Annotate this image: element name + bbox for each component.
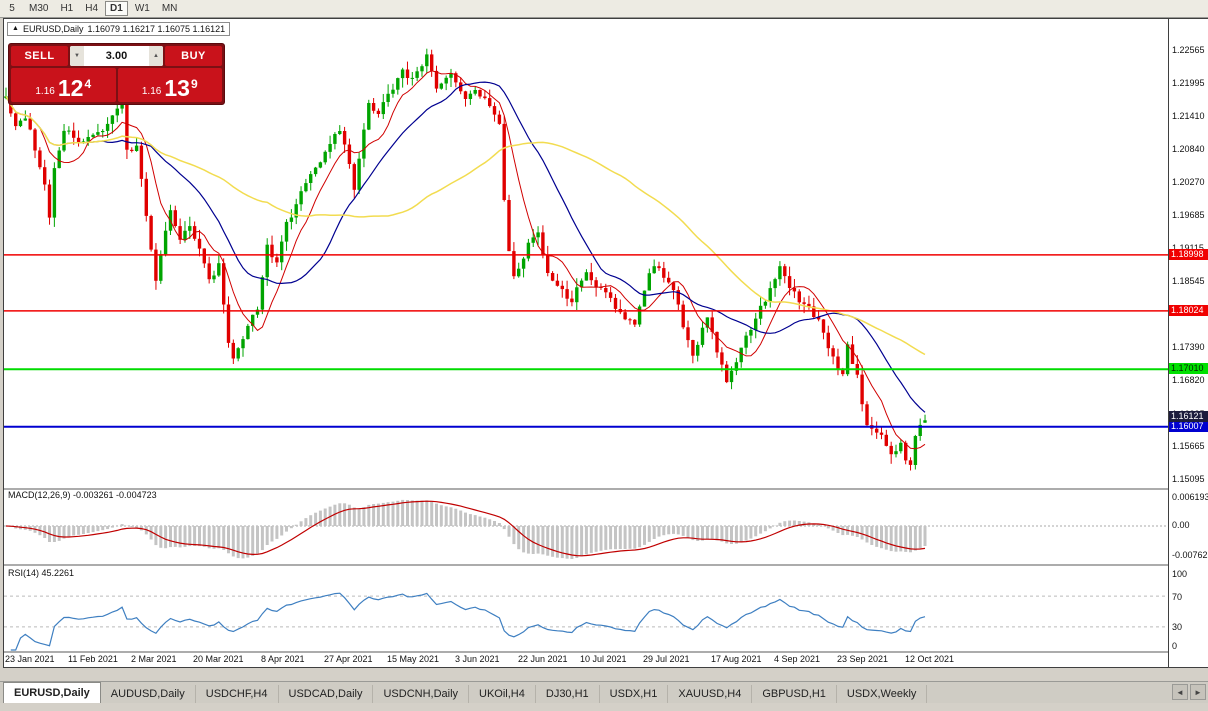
price-tick-label: 1.15665 [1172, 441, 1205, 451]
date-tick-label: 17 Aug 2021 [711, 654, 762, 664]
chart-tab-USDX-Weekly[interactable]: USDX,Weekly [837, 685, 928, 703]
price-tick-label: 1.19115 [1172, 243, 1204, 253]
chart-title-ohlc: 1.16079 1.16217 1.16075 1.16121 [87, 24, 226, 34]
buy-button[interactable]: BUY [165, 46, 222, 66]
moving-average-55 [5, 95, 926, 356]
price-line-tag: 1.17010 [1169, 363, 1208, 374]
time-axis-separator [4, 651, 1208, 653]
sell-button[interactable]: SELL [11, 46, 68, 66]
rsi-panel-separator[interactable] [4, 564, 1208, 566]
one-click-trading-panel: SELL ▼ 3.00 ▲ BUY 1.16 12 4 1.16 13 9 [8, 43, 225, 105]
date-tick-label: 3 Jun 2021 [455, 654, 500, 664]
chart-tab-DJ30-H1[interactable]: DJ30,H1 [536, 685, 600, 703]
macd-indicator [4, 499, 1168, 559]
chart-tab-UKOil-H4[interactable]: UKOil,H4 [469, 685, 536, 703]
buy-price-big: 13 [164, 75, 190, 101]
chart-tab-USDCNH-Daily[interactable]: USDCNH,Daily [373, 685, 470, 703]
date-tick-label: 8 Apr 2021 [261, 654, 305, 664]
volume-value[interactable]: 3.00 [105, 50, 128, 62]
tabs-scroll-right-icon[interactable]: ► [1190, 684, 1206, 700]
rsi-indicator-label: RSI(14) 45.2261 [8, 568, 75, 578]
chart-background [4, 19, 1168, 667]
date-tick-label: 12 Oct 2021 [905, 654, 955, 664]
price-tick-label: 1.20840 [1172, 144, 1205, 154]
trade-panel-price-row: 1.16 12 4 1.16 13 9 [11, 68, 222, 102]
timeframe-toolbar: 5 M30 H1 H4 D1 W1 MN [0, 0, 1208, 18]
date-tick-label: 11 Feb 2021 [68, 654, 118, 664]
price-tick-label: 1.16820 [1172, 375, 1205, 385]
current-price-tag: 1.16121 [1169, 411, 1208, 422]
price-axis[interactable]: 1.22565 1.21995 1.21410 1.20840 1.20270 1.196… [1168, 19, 1208, 667]
price-line-tag: 1.18024 [1169, 305, 1208, 316]
chart-tab-USDCHF-H4[interactable]: USDCHF,H4 [196, 685, 279, 703]
date-tick-label: 29 Jul 2021 [643, 654, 690, 664]
price-tick-label: 1.22565 [1172, 45, 1205, 55]
timeframe-button-W1[interactable]: W1 [130, 1, 155, 16]
chart-tabs-bar: EURUSD,Daily AUDUSD,Daily USDCHF,H4 USDCAD,… [0, 681, 1208, 703]
chart-tab-USDCAD-Daily[interactable]: USDCAD,Daily [279, 685, 374, 703]
sell-price-prefix: 1.16 [35, 86, 55, 97]
trade-panel-top-row: SELL ▼ 3.00 ▲ BUY [11, 46, 222, 66]
buy-price-prefix: 1.16 [141, 86, 162, 97]
timeframe-button-H1[interactable]: H1 [55, 1, 78, 16]
tab-scroll-controls: ◄ ► [1172, 684, 1206, 700]
price-tick-label: 1.18545 [1172, 276, 1205, 286]
chart-plot-area[interactable] [4, 19, 1168, 668]
rsi-indicator [4, 592, 1168, 651]
rsi-axis-label: 0 [1172, 641, 1178, 651]
macd-axis-label: 0.00 [1172, 520, 1190, 530]
date-tick-label: 4 Sep 2021 [774, 654, 821, 664]
price-tick-label: 1.21410 [1172, 111, 1205, 121]
status-bar [0, 703, 1208, 711]
volume-increase-icon[interactable]: ▲ [149, 46, 163, 66]
chart-title: ▲ EURUSD,Daily 1.16079 1.16217 1.16075 1… [7, 22, 231, 36]
rsi-axis-label: 70 [1172, 592, 1183, 602]
rsi-axis-label: 30 [1172, 622, 1183, 632]
date-tick-label: 23 Jan 2021 [5, 654, 55, 664]
rsi-axis-label: 100 [1172, 569, 1188, 579]
price-tick-label: 1.19685 [1172, 210, 1205, 220]
timeframe-button-H4[interactable]: H4 [80, 1, 103, 16]
price-line-tag: 1.18998 [1169, 249, 1208, 260]
timeframe-button-M30[interactable]: M30 [24, 1, 53, 16]
tabs-scroll-left-icon[interactable]: ◄ [1172, 684, 1188, 700]
price-tick-label: 1.15095 [1172, 474, 1205, 484]
buy-price-sup: 9 [190, 77, 198, 91]
date-tick-label: 10 Jul 2021 [580, 654, 627, 664]
date-tick-label: 20 Mar 2021 [193, 654, 244, 664]
macd-indicator-label: MACD(12,26,9) -0.003261 -0.004723 [8, 490, 157, 500]
candlestick-series[interactable] [4, 48, 927, 471]
timeframe-button-5[interactable]: 5 [2, 1, 22, 16]
date-tick-label: 15 May 2021 [387, 654, 440, 664]
timeframe-button-MN[interactable]: MN [157, 1, 183, 16]
chart-tab-XAUUSD-H4[interactable]: XAUUSD,H4 [668, 685, 753, 703]
macd-panel-separator[interactable] [4, 488, 1208, 490]
expander-icon[interactable]: ▲ [12, 25, 19, 32]
moving-average-21 [5, 81, 926, 413]
price-tick-label: 1.17390 [1172, 342, 1205, 352]
sell-price-sup: 4 [84, 77, 92, 91]
macd-axis-label: 0.006193 [1172, 492, 1208, 502]
buy-price-display[interactable]: 1.16 13 9 [117, 68, 222, 102]
moving-average-8 [5, 70, 926, 450]
price-tick-label: 1.21995 [1172, 78, 1205, 88]
chart-tab-GBPUSD-H1[interactable]: GBPUSD,H1 [752, 685, 837, 703]
price-tick-label: 1.20270 [1172, 177, 1205, 187]
date-tick-label: 22 Jun 2021 [518, 654, 568, 664]
date-tick-label: 23 Sep 2021 [837, 654, 889, 664]
date-tick-label: 27 Apr 2021 [324, 654, 373, 664]
chart-title-symbol: EURUSD,Daily [22, 24, 84, 34]
chart-tab-USDX-H1[interactable]: USDX,H1 [600, 685, 669, 703]
chart-tab-AUDUSD-Daily[interactable]: AUDUSD,Daily [101, 685, 196, 703]
volume-decrease-icon[interactable]: ▼ [70, 46, 84, 66]
volume-stepper: ▼ 3.00 ▲ [70, 46, 163, 66]
price-line-tag: 1.16007 [1169, 421, 1208, 432]
timeframe-button-D1[interactable]: D1 [105, 1, 128, 16]
date-tick-label: 2 Mar 2021 [131, 654, 177, 664]
chart-tab-EURUSD-Daily[interactable]: EURUSD,Daily [3, 682, 101, 703]
sell-price-display[interactable]: 1.16 12 4 [11, 68, 116, 102]
sell-price-big: 12 [57, 75, 84, 101]
macd-axis-label: -0.00762 [1172, 550, 1208, 560]
